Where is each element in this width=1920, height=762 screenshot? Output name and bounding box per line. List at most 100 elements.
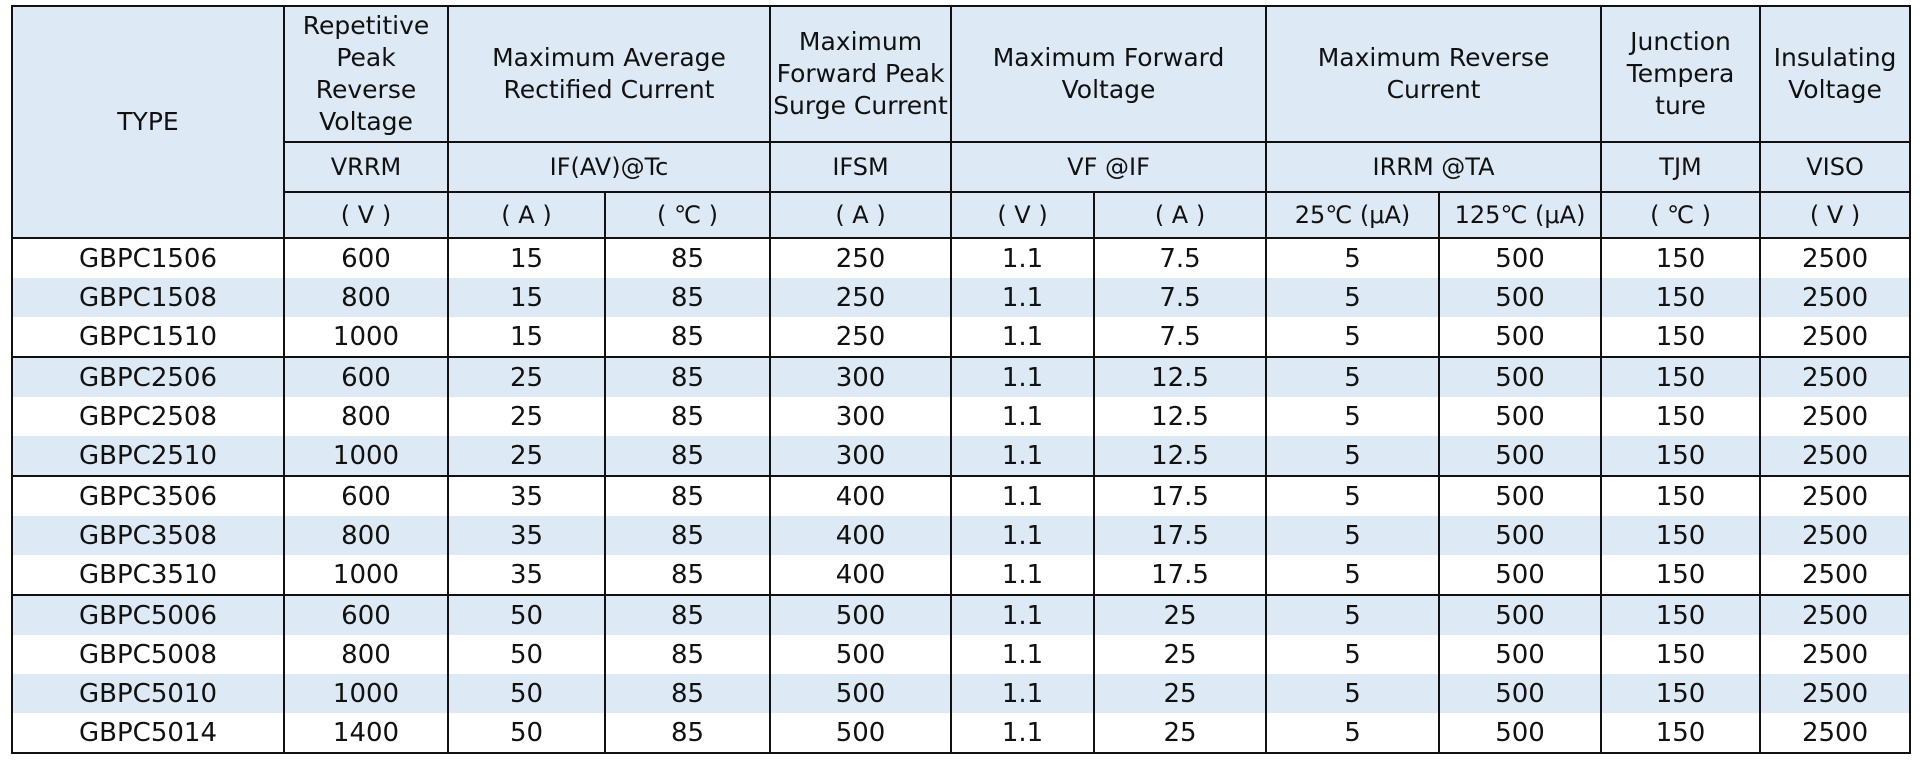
symbol-viso: VISO (1759, 141, 1912, 193)
table-row: GBPC2506 600 25 85 300 1.1 12.5 5 500 150 2500 (11, 356, 1912, 397)
cell-tc: 85 (603, 635, 772, 674)
cell-ir-25c: 5 (1265, 436, 1441, 476)
symbol-if: IF(AV)@Tc (446, 141, 772, 193)
cell-tjm: 150 (1600, 278, 1762, 317)
unit-tjm: ( ℃ ) (1600, 191, 1762, 239)
cell-at-if: 17.5 (1093, 475, 1268, 516)
cell-tjm: 150 (1600, 516, 1762, 555)
cell-viso: 2500 (1759, 594, 1912, 635)
cell-vrrm: 800 (283, 635, 449, 674)
cell-vf: 1.1 (950, 555, 1096, 595)
cell-if: 50 (447, 713, 606, 754)
cell-at-if: 17.5 (1093, 555, 1268, 595)
cell-ir-125c: 500 (1438, 475, 1603, 516)
spec-table-container: TYPE Repetitive Peak Reverse Voltage Max… (11, 5, 1912, 754)
cell-vrrm: 800 (283, 278, 449, 317)
table-body: GBPC1506 600 15 85 250 1.1 7.5 5 500 150 2500 GBPC1… (11, 238, 1912, 754)
cell-if: 15 (447, 317, 606, 357)
cell-viso: 2500 (1759, 436, 1912, 476)
cell-vf: 1.1 (950, 475, 1096, 516)
symbol-vf: VF @IF (950, 141, 1268, 193)
header-vrrm-title: Repetitive Peak Reverse Voltage (283, 5, 449, 143)
cell-vrrm: 1000 (283, 317, 449, 357)
table-row: GBPC3510 1000 35 85 400 1.1 17.5 5 500 150 2500 (11, 555, 1912, 595)
cell-vf: 1.1 (950, 436, 1096, 476)
table-row: GBPC5014 1400 50 85 500 1.1 25 5 500 150 2500 (11, 713, 1912, 754)
cell-ir-25c: 5 (1265, 635, 1441, 674)
cell-ir-125c: 500 (1438, 317, 1603, 357)
cell-ifsm: 500 (769, 674, 953, 713)
cell-type: GBPC3508 (11, 516, 285, 555)
cell-vrrm: 600 (283, 475, 449, 516)
cell-ifsm: 500 (769, 594, 953, 635)
cell-if: 35 (447, 555, 606, 595)
rectifier-spec-table: TYPE Repetitive Peak Reverse Voltage Max… (11, 5, 1912, 754)
unit-at-if: ( A ) (1093, 191, 1268, 239)
cell-if: 15 (447, 278, 606, 317)
cell-if: 25 (447, 436, 606, 476)
cell-vf: 1.1 (950, 397, 1096, 436)
cell-ifsm: 500 (769, 635, 953, 674)
cell-ifsm: 400 (769, 555, 953, 595)
cell-ir-25c: 5 (1265, 238, 1441, 278)
cell-viso: 2500 (1759, 278, 1912, 317)
cell-type: GBPC1506 (11, 238, 285, 278)
cell-tjm: 150 (1600, 713, 1762, 754)
cell-tc: 85 (603, 317, 772, 357)
cell-ir-25c: 5 (1265, 516, 1441, 555)
cell-type: GBPC2506 (11, 356, 285, 397)
cell-vf: 1.1 (950, 635, 1096, 674)
cell-at-if: 7.5 (1093, 238, 1268, 278)
cell-if: 50 (447, 635, 606, 674)
header-junction-title: Junction Tempera ture (1600, 5, 1762, 143)
cell-ifsm: 250 (769, 238, 953, 278)
cell-viso: 2500 (1759, 555, 1912, 595)
cell-ir-125c: 500 (1438, 594, 1603, 635)
cell-tc: 85 (603, 356, 772, 397)
header-forward-voltage-title: Maximum Forward Voltage (950, 5, 1268, 143)
table-row: GBPC3506 600 35 85 400 1.1 17.5 5 500 150 2500 (11, 475, 1912, 516)
unit-vf: ( V ) (950, 191, 1096, 239)
cell-ifsm: 300 (769, 397, 953, 436)
cell-vf: 1.1 (950, 278, 1096, 317)
cell-ir-125c: 500 (1438, 516, 1603, 555)
table-row: GBPC2510 1000 25 85 300 1.1 12.5 5 500 150 2500 (11, 436, 1912, 476)
cell-tjm: 150 (1600, 594, 1762, 635)
table-row: GBPC5010 1000 50 85 500 1.1 25 5 500 150 2500 (11, 674, 1912, 713)
cell-ir-25c: 5 (1265, 594, 1441, 635)
cell-ir-125c: 500 (1438, 713, 1603, 754)
cell-type: GBPC1510 (11, 317, 285, 357)
cell-ifsm: 400 (769, 516, 953, 555)
cell-viso: 2500 (1759, 356, 1912, 397)
cell-viso: 2500 (1759, 475, 1912, 516)
header-avg-current-title: Maximum Average Rectified Current (446, 5, 772, 143)
cell-tc: 85 (603, 713, 772, 754)
cell-tc: 85 (603, 475, 772, 516)
unit-ir25: 25℃ (μA) (1265, 191, 1441, 239)
cell-if: 35 (447, 475, 606, 516)
header-type: TYPE (11, 5, 285, 239)
cell-type: GBPC3510 (11, 555, 285, 595)
cell-vf: 1.1 (950, 674, 1096, 713)
symbol-ifsm: IFSM (769, 141, 953, 193)
cell-tc: 85 (603, 397, 772, 436)
cell-at-if: 7.5 (1093, 317, 1268, 357)
unit-tc: ( ℃ ) (603, 191, 772, 239)
unit-viso: ( V ) (1759, 191, 1912, 239)
cell-if: 25 (447, 397, 606, 436)
cell-vf: 1.1 (950, 356, 1096, 397)
unit-ir125: 125℃ (μA) (1438, 191, 1603, 239)
header-surge-title: Maximum Forward Peak Surge Current (769, 5, 953, 143)
cell-vf: 1.1 (950, 317, 1096, 357)
cell-ifsm: 300 (769, 356, 953, 397)
cell-ir-25c: 5 (1265, 713, 1441, 754)
cell-ir-125c: 500 (1438, 397, 1603, 436)
cell-type: GBPC5014 (11, 713, 285, 754)
cell-viso: 2500 (1759, 238, 1912, 278)
table-row: GBPC5008 800 50 85 500 1.1 25 5 500 150 2500 (11, 635, 1912, 674)
cell-tc: 85 (603, 436, 772, 476)
cell-tjm: 150 (1600, 317, 1762, 357)
cell-ifsm: 250 (769, 278, 953, 317)
cell-ir-125c: 500 (1438, 635, 1603, 674)
cell-ir-25c: 5 (1265, 674, 1441, 713)
